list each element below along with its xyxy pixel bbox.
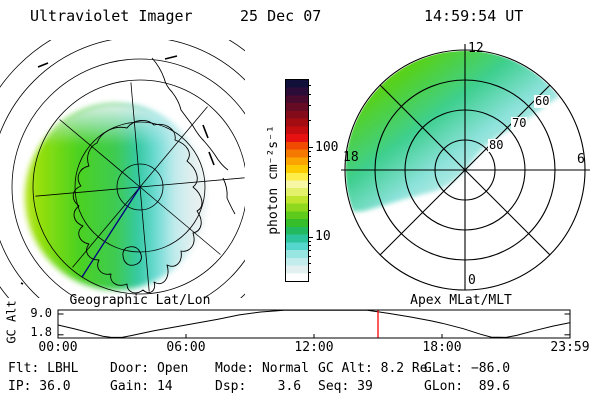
geographic-plot	[0, 40, 245, 298]
gc-alt-chart-frame	[57, 309, 571, 339]
gc-alt-ytick-1-8: 1.8	[30, 325, 52, 339]
gc-alt-chart	[57, 309, 571, 339]
gc-alt-ytick-9: 9.0	[30, 306, 52, 320]
colorbar-minor-tick	[308, 167, 311, 169]
time-tick-1800: 18:00	[422, 340, 462, 355]
colorbar-minor-tick	[308, 245, 311, 247]
colorbar-unit-label: photon cm⁻²s⁻¹	[266, 125, 282, 235]
colorbar-minor-tick	[308, 104, 311, 106]
apex-mlt-18-label: 18	[343, 150, 359, 165]
colorbar-minor-tick	[308, 193, 311, 195]
apex-mlt-12-label: 12	[468, 41, 484, 56]
app-title: Ultraviolet Imager	[30, 7, 193, 25]
apex-plot	[341, 44, 590, 291]
colorbar-minor-tick	[308, 174, 311, 176]
image-date: 25 Dec 07	[240, 7, 322, 25]
status-door: Door: Open	[110, 361, 189, 376]
colorbar-minor-tick	[308, 120, 311, 122]
colorbar-tick-label: 100	[315, 139, 339, 155]
status-gc-alt: GC Alt: 8.2 Re	[318, 361, 428, 376]
apex-mlat-80-label: 80	[488, 138, 505, 152]
status-mode: Mode: Normal	[215, 361, 309, 376]
status-seq: Seq: 39	[318, 379, 373, 394]
status-glat: GLat: −86.0	[424, 361, 511, 376]
colorbar-minor-tick	[308, 84, 311, 86]
image-time-ut: 14:59:54 UT	[424, 7, 524, 25]
gc-alt-curve	[57, 309, 570, 338]
apex-grid	[341, 44, 590, 291]
time-tick-1200: 12:00	[294, 340, 334, 355]
status-dsp: Dsp: 3.6	[215, 379, 302, 394]
time-tick-2359: 23:59	[550, 340, 590, 355]
status-glon: GLon: 89.6	[424, 379, 511, 394]
status-flt: Flt: LBHL	[8, 361, 79, 376]
apex-mlt-6-label: 6	[577, 152, 585, 167]
colorbar	[285, 79, 309, 282]
colorbar-minor-tick	[308, 151, 311, 153]
apex-mlat-70-label: 70	[511, 116, 528, 130]
colorbar-minor-tick	[308, 256, 311, 258]
colorbar-minor-tick	[308, 182, 311, 184]
colorbar-minor-tick	[308, 250, 311, 252]
antarctica-coastline	[72, 57, 236, 294]
apex-uv-image	[346, 51, 560, 212]
colorbar-minor-tick	[308, 161, 311, 163]
colorbar-minor-tick	[308, 155, 311, 157]
geo-grid-marks	[20, 55, 215, 285]
apex-plot-caption: Apex MLat/MLT	[410, 293, 512, 308]
geo-plot-caption: Geographic Lat/Lon	[69, 293, 211, 308]
geo-grid	[0, 40, 245, 298]
colorbar-major-tick	[308, 147, 313, 149]
colorbar-minor-tick	[308, 209, 311, 211]
apex-mlt-0-label: 0	[468, 273, 476, 288]
geo-meridian-navy	[81, 186, 141, 278]
colorbar-major-tick	[308, 236, 313, 238]
apex-mlat-60-label: 60	[534, 94, 551, 108]
gc-alt-axis-label: GC Alt	[4, 300, 19, 344]
geo-uv-image	[25, 104, 207, 290]
colorbar-ticks: 100 10	[308, 79, 348, 280]
colorbar-minor-tick	[308, 93, 311, 95]
colorbar-minor-tick	[308, 272, 311, 274]
status-gain: Gain: 14	[110, 379, 173, 394]
colorbar-minor-tick	[308, 240, 311, 242]
time-tick-0600: 06:00	[166, 340, 206, 355]
colorbar-tick-label: 10	[315, 229, 331, 245]
time-tick-0000: 00:00	[38, 340, 78, 355]
colorbar-minor-tick	[308, 263, 311, 265]
gc-alt-chart-ticks	[58, 313, 570, 338]
status-ip: IP: 36.0	[8, 379, 71, 394]
